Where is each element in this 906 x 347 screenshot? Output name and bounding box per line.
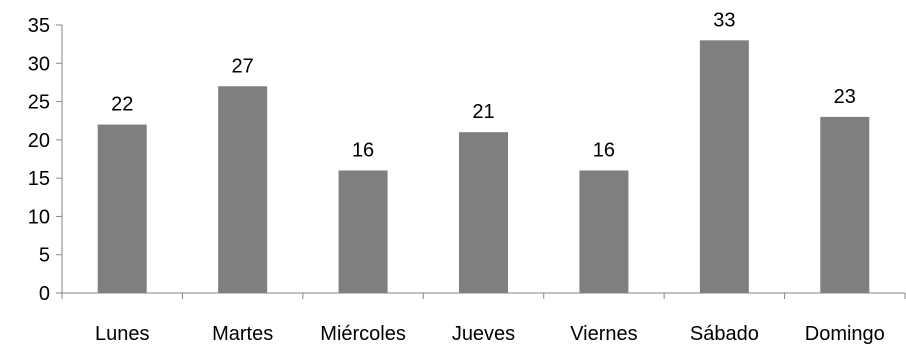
bar-value-label: 22 (111, 94, 133, 116)
bars (97, 40, 870, 294)
data-labels: 22 27 16 21 16 33 23 (111, 9, 856, 161)
y-tick-label: 0 (39, 283, 50, 305)
bar (97, 124, 147, 294)
bar-value-label: 23 (834, 86, 856, 108)
bar (699, 40, 749, 293)
x-category-label: Domingo (805, 323, 885, 345)
bar (579, 170, 629, 293)
y-tick-label: 25 (28, 92, 50, 114)
y-axis: 0 5 10 15 20 25 30 35 (28, 15, 63, 305)
bar-value-label: 21 (472, 101, 494, 123)
x-category-label: Lunes (95, 323, 150, 345)
y-tick-label: 5 (39, 245, 50, 267)
bar-value-label: 33 (713, 9, 735, 31)
y-tick-label: 20 (28, 130, 50, 152)
bar (459, 132, 508, 293)
bar (820, 116, 870, 293)
bar (218, 86, 268, 293)
y-tick-label: 10 (28, 206, 50, 228)
x-category-label: Miércoles (320, 323, 406, 345)
x-axis: Lunes Martes Miércoles Jueves Viernes Sábado D… (61, 292, 906, 345)
x-category-label: Martes (212, 323, 273, 345)
y-tick-label: 35 (28, 15, 50, 37)
bar-value-label: 16 (593, 139, 615, 161)
bar-value-label: 16 (352, 139, 374, 161)
x-category-label: Viernes (570, 323, 637, 345)
x-category-label: Jueves (452, 323, 515, 345)
y-tick-label: 15 (28, 168, 50, 190)
x-category-label: Sábado (690, 323, 759, 345)
y-tick-label: 30 (28, 53, 50, 75)
bar (338, 170, 388, 293)
bar-value-label: 27 (232, 55, 254, 77)
